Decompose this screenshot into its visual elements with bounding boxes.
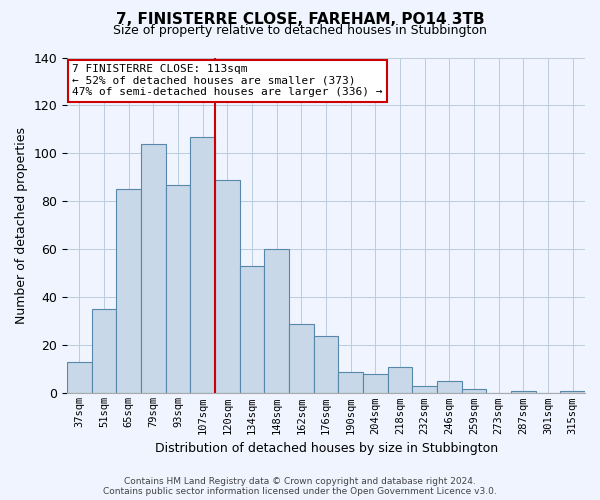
Bar — [437, 382, 462, 394]
Bar — [116, 190, 141, 394]
Text: 7 FINISTERRE CLOSE: 113sqm
← 52% of detached houses are smaller (373)
47% of sem: 7 FINISTERRE CLOSE: 113sqm ← 52% of deta… — [73, 64, 383, 98]
Bar — [190, 136, 215, 394]
X-axis label: Distribution of detached houses by size in Stubbington: Distribution of detached houses by size … — [155, 442, 497, 455]
Bar — [560, 391, 585, 394]
Text: 7, FINISTERRE CLOSE, FAREHAM, PO14 3TB: 7, FINISTERRE CLOSE, FAREHAM, PO14 3TB — [116, 12, 484, 28]
Bar — [511, 391, 536, 394]
Bar — [92, 310, 116, 394]
Bar — [314, 336, 338, 394]
Y-axis label: Number of detached properties: Number of detached properties — [15, 127, 28, 324]
Bar — [388, 367, 412, 394]
Bar — [412, 386, 437, 394]
Text: Contains HM Land Registry data © Crown copyright and database right 2024.
Contai: Contains HM Land Registry data © Crown c… — [103, 476, 497, 496]
Bar — [289, 324, 314, 394]
Bar — [338, 372, 363, 394]
Bar — [215, 180, 240, 394]
Bar — [141, 144, 166, 394]
Bar — [265, 250, 289, 394]
Text: Size of property relative to detached houses in Stubbington: Size of property relative to detached ho… — [113, 24, 487, 37]
Bar — [166, 184, 190, 394]
Bar — [363, 374, 388, 394]
Bar — [67, 362, 92, 394]
Bar — [462, 388, 487, 394]
Bar — [240, 266, 265, 394]
